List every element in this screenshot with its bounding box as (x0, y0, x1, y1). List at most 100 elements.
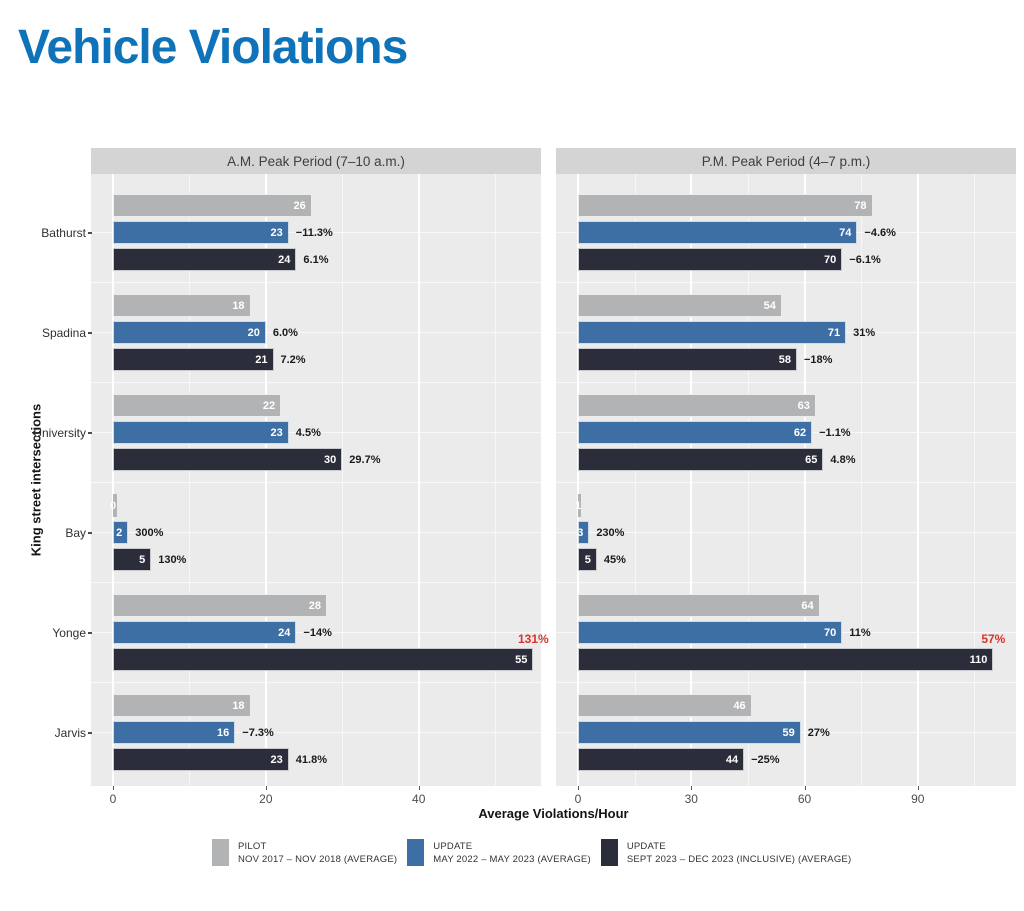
bar-pilot: 18 (113, 694, 251, 717)
bar-update-2023: 23 (113, 748, 289, 771)
bar-row: 74 −4.6% (578, 221, 1016, 244)
pct-change-label: 230% (596, 526, 625, 539)
major-gridline-horizontal (91, 332, 541, 333)
pct-change-label: 31% (853, 326, 876, 339)
pct-change-label: −4.6% (864, 226, 896, 239)
category-label-bay: Bay (65, 526, 86, 540)
x-tick-mark (578, 786, 579, 790)
bar-group-bathurst: 78 74 −4.6% 70 −6.1% (578, 194, 1016, 271)
x-tick-label: 0 (574, 792, 582, 806)
bar-value-label: 63 (797, 399, 810, 412)
bar-group-yonge: 28 24 −14% 55 131% (113, 594, 549, 671)
pct-change-label: −14% (303, 626, 332, 639)
bar-group-bathurst: 26 23 −11.3% 24 6.1% (113, 194, 541, 271)
bar-update-2022: 23 (113, 421, 289, 444)
bar-row: 21 7.2% (113, 348, 541, 371)
bar-value-label: 21 (255, 353, 268, 366)
x-tick-label: 0 (109, 792, 117, 806)
x-tick-mark (265, 786, 267, 790)
bar-row: 54 (578, 294, 1016, 317)
bar-row: 71 31% (578, 321, 1016, 344)
bar-value-label: 54 (763, 299, 776, 312)
minor-gridline (634, 174, 636, 786)
bar-update-2023: 24 (113, 248, 297, 271)
legend-series-period: SEPT 2023 – DEC 2023 (INCLUSIVE) (AVERAG… (626, 853, 852, 865)
bar-value-label: 23 (270, 226, 283, 239)
bar-pilot: 63 (578, 394, 816, 417)
legend-item-update-2022: UPDATE MAY 2022 – MAY 2023 (AVERAGE) (407, 839, 591, 866)
major-gridline (264, 174, 267, 786)
bar-row: 23 4.5% (113, 421, 541, 444)
bar-group-bay: 0 2 300% 5 130% (110, 494, 541, 571)
minor-gridline-horizontal (556, 482, 1016, 483)
minor-gridline-horizontal (91, 282, 541, 283)
major-gridline-horizontal (556, 532, 1016, 533)
pct-change-label: −18% (804, 353, 833, 366)
bar-row: 44 −25% (578, 748, 1016, 771)
legend-item-update-2023: UPDATE SEPT 2023 – DEC 2023 (INCLUSIVE) (… (600, 839, 852, 866)
bar-row: 24 −14% (113, 621, 541, 644)
bar-pilot: 0 (110, 494, 117, 517)
bar-row: 46 (578, 694, 1016, 717)
bar-update-2023: 55 (113, 648, 534, 671)
panel-header-am: A.M. Peak Period (7–10 a.m.) (91, 148, 541, 174)
category-label-yonge: Yonge (52, 626, 86, 640)
bar-value-label: 18 (232, 699, 245, 712)
bar-update-2022: 2 (113, 521, 129, 544)
legend: PILOT NOV 2017 – NOV 2018 (AVERAGE) UPDATE… (212, 839, 851, 866)
bar-update-2022: 24 (113, 621, 297, 644)
pct-change-label: −6.1% (849, 253, 881, 266)
panel-header-pm: P.M. Peak Period (4–7 p.m.) (556, 148, 1016, 174)
bar-row: 30 29.7% (113, 448, 541, 471)
bar-value-label: 24 (278, 253, 291, 266)
minor-gridline-horizontal (91, 382, 541, 383)
pct-change-label: −11.3% (295, 226, 333, 239)
bar-value-label: 23 (270, 753, 283, 766)
bar-update-2022: 71 (578, 321, 847, 344)
bar-update-2023: 58 (578, 348, 797, 371)
bar-value-label: 2 (116, 526, 123, 539)
minor-gridline-horizontal (556, 582, 1016, 583)
x-tick-mark (917, 786, 919, 790)
bar-update-2022: 59 (578, 721, 801, 744)
bar-group-bay: 1 3 230% 5 45% (575, 494, 1016, 571)
bar-value-label: 20 (247, 326, 260, 339)
bar-row: 63 (578, 394, 1016, 417)
legend-label-update-2023: UPDATE SEPT 2023 – DEC 2023 (INCLUSIVE) (… (627, 840, 852, 866)
x-tick-mark (691, 786, 693, 790)
bar-value-label: 3 (577, 526, 584, 539)
bar-update-2023: 21 (113, 348, 274, 371)
bar-value-label: 46 (733, 699, 746, 712)
x-tick-mark (113, 786, 114, 790)
bar-row: 2 300% (113, 521, 541, 544)
bar-row: 23 −11.3% (113, 221, 541, 244)
bar-value-label: 70 (824, 626, 837, 639)
legend-series-name: UPDATE (626, 840, 666, 852)
minor-gridline-horizontal (91, 482, 541, 483)
pct-change-label: −7.3% (242, 726, 274, 739)
bar-value-label: 64 (801, 599, 814, 612)
bar-pilot: 54 (578, 294, 782, 317)
bar-value-label: 5 (584, 553, 591, 566)
x-tick-label: 30 (684, 792, 698, 806)
major-gridline-horizontal (91, 232, 541, 233)
x-tick-label: 20 (259, 792, 273, 806)
x-tick-label: 60 (797, 792, 812, 806)
pct-change-label: 41.8% (295, 753, 327, 766)
category-label-university: University (33, 426, 86, 440)
bar-update-2023: 5 (578, 548, 597, 571)
pct-change-label-highlight: 131% (517, 632, 549, 646)
bar-row: 16 −7.3% (113, 721, 541, 744)
bar-row: 110 57% (578, 632, 1016, 671)
major-gridline-horizontal (91, 732, 541, 733)
major-gridline-horizontal (91, 632, 541, 633)
bar-pilot: 28 (113, 594, 327, 617)
bar-pilot: 64 (578, 594, 820, 617)
pct-change-label: 7.2% (280, 353, 306, 366)
major-gridline (577, 174, 579, 786)
bar-value-label: 22 (262, 399, 276, 412)
bar-pilot: 22 (113, 394, 282, 417)
x-tick-mark (418, 786, 420, 790)
bar-row: 24 6.1% (113, 248, 541, 271)
